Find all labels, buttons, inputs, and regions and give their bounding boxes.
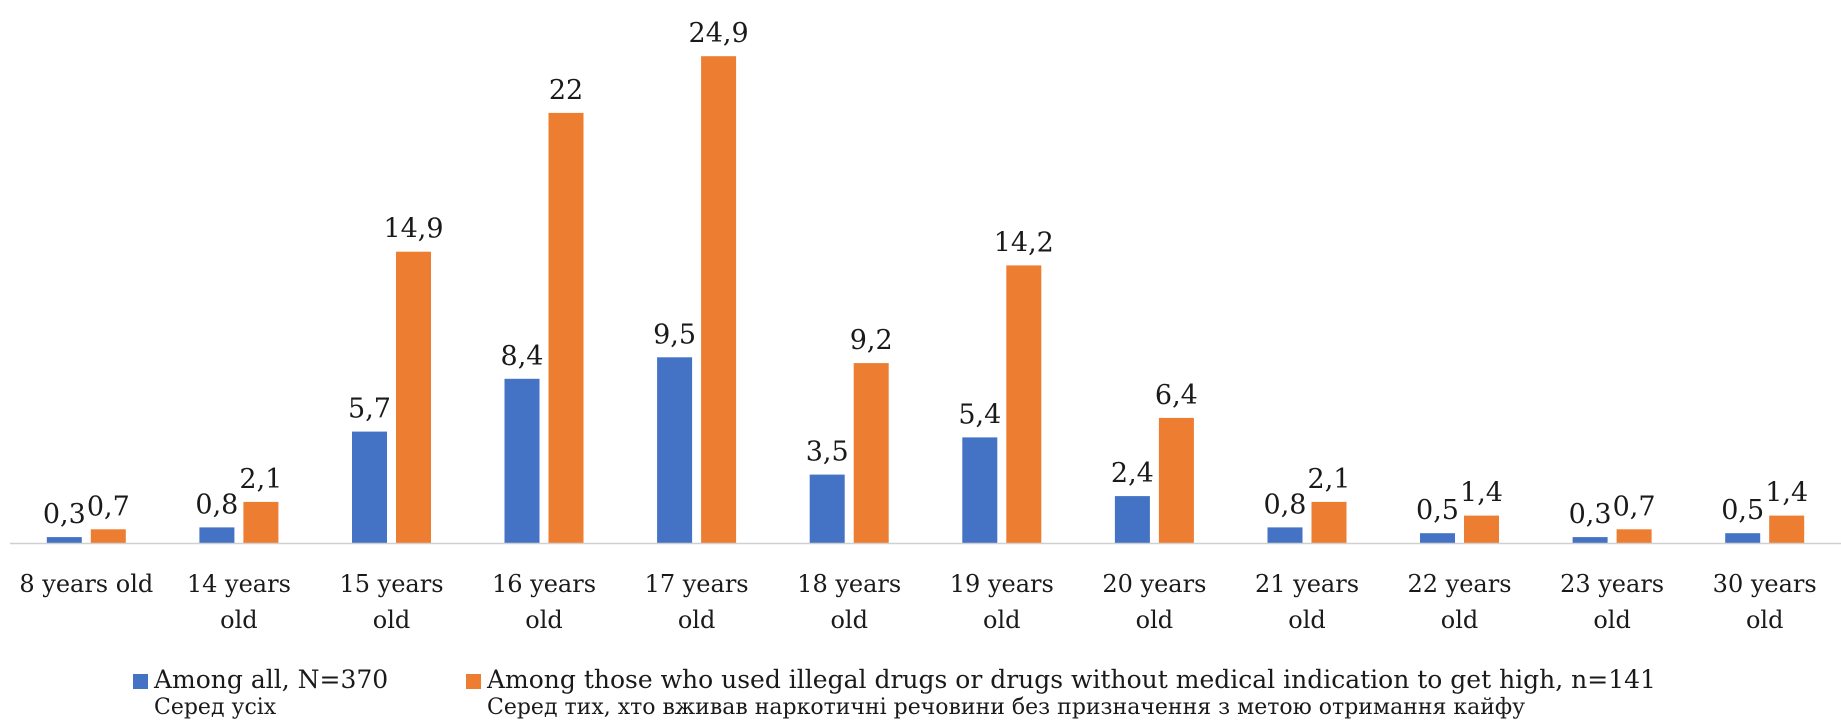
bar-series0-11 xyxy=(1725,533,1761,543)
bar-series1-5 xyxy=(853,363,889,543)
legend-swatch-orange xyxy=(466,674,481,689)
data-label-series0-1: 0,8 xyxy=(195,489,238,520)
legend-sublabel: Серед тих, хто вживав наркотичні речовин… xyxy=(487,695,1526,720)
data-label-series0-2: 5,7 xyxy=(348,394,391,425)
x-tick-label-5: 18 years old xyxy=(797,570,901,634)
x-tick-label-6: 19 years old xyxy=(950,570,1054,634)
bar-series1-1 xyxy=(243,501,279,543)
x-tick-label-7: 20 years old xyxy=(1102,570,1206,634)
bar-series1-4 xyxy=(701,56,737,543)
bar-series0-6 xyxy=(962,437,998,543)
x-tick-label-3: 16 years old xyxy=(492,570,596,634)
data-label-series0-8: 0,8 xyxy=(1264,489,1307,520)
bar-series1-2 xyxy=(396,251,431,543)
data-label-series1-8: 2,1 xyxy=(1308,464,1351,495)
data-label-series1-5: 9,2 xyxy=(850,325,893,356)
x-tick-label-11: 30 years old xyxy=(1713,570,1817,634)
x-tick-label-10: 23 years old xyxy=(1560,570,1664,634)
data-label-series1-10: 0,7 xyxy=(1613,491,1656,522)
data-label-series0-4: 9,5 xyxy=(653,319,696,350)
bar-series1-7 xyxy=(1158,417,1194,543)
data-label-series0-10: 0,3 xyxy=(1569,499,1612,530)
value-labels-group: 0,3 0,7 0,82,15,714,98,4229,524,93,59,25,4… xyxy=(43,18,1808,530)
data-label-series0-3: 8,4 xyxy=(501,341,544,372)
bar-series0-10 xyxy=(1572,537,1608,543)
bar-series0-9 xyxy=(1420,533,1455,543)
bar-series1-8 xyxy=(1311,501,1347,543)
data-label-series1-4: 24,9 xyxy=(689,18,749,49)
data-label-series1-1: 2,1 xyxy=(239,464,282,495)
x-tick-label-9: 22 years old xyxy=(1407,570,1511,634)
legend-series-1: Among those who used illegal drugs or dr… xyxy=(466,665,1656,721)
bar-series0-1 xyxy=(199,527,235,543)
bar-series0-2 xyxy=(352,431,387,543)
data-label-series1-3: 22 xyxy=(549,75,583,106)
legend-series-0: Among all, N=370 Серед усіх xyxy=(133,665,388,721)
data-label-series1-0: 0,7 xyxy=(87,491,130,522)
data-label-series0-11: 0,5 xyxy=(1721,495,1764,526)
bar-series0-5 xyxy=(809,474,845,543)
bar-series1-10 xyxy=(1616,529,1652,543)
x-tick-label-4: 17 years old xyxy=(645,570,749,634)
legend-label: Among those who used illegal drugs or dr… xyxy=(487,665,1656,694)
bar-series0-8 xyxy=(1267,527,1303,543)
data-label-series0-0: 0,3 xyxy=(43,499,86,530)
legend-label: Among all, N=370 xyxy=(154,665,389,694)
bar-series1-11 xyxy=(1769,515,1805,543)
data-label-series1-6: 14,2 xyxy=(994,227,1054,258)
data-label-series0-6: 5,4 xyxy=(958,399,1001,430)
data-label-series1-9: 1,4 xyxy=(1460,478,1503,509)
bar-series0-0 xyxy=(46,537,82,543)
bar-series0-3 xyxy=(504,378,540,543)
data-label-series0-5: 3,5 xyxy=(806,437,849,468)
x-tick-label-0: 8 years old xyxy=(19,570,153,598)
data-label-series0-7: 2,4 xyxy=(1111,458,1154,489)
x-tick-label-8: 21 years old xyxy=(1255,570,1359,634)
bar-series1-0 xyxy=(90,529,126,543)
x-tick-label-1: 14 years old xyxy=(187,570,291,634)
x-tick-labels-group: 8 years old 14 years old 15 years old 16 year… xyxy=(19,570,1816,634)
bars-group xyxy=(46,56,1805,544)
data-label-series0-9: 0,5 xyxy=(1416,495,1459,526)
bar-series0-4 xyxy=(657,357,693,543)
bar-series1-9 xyxy=(1464,515,1499,543)
x-tick-label-2: 15 years old xyxy=(339,570,443,634)
legend-sublabel: Серед усіх xyxy=(154,695,277,720)
bar-series1-3 xyxy=(548,112,584,544)
data-label-series1-7: 6,4 xyxy=(1155,380,1198,411)
bar-series1-6 xyxy=(1006,265,1042,543)
bar-series0-7 xyxy=(1114,496,1150,543)
data-label-series1-2: 14,9 xyxy=(383,214,443,245)
legend-swatch-blue xyxy=(133,674,148,689)
data-label-series1-11: 1,4 xyxy=(1765,478,1808,509)
